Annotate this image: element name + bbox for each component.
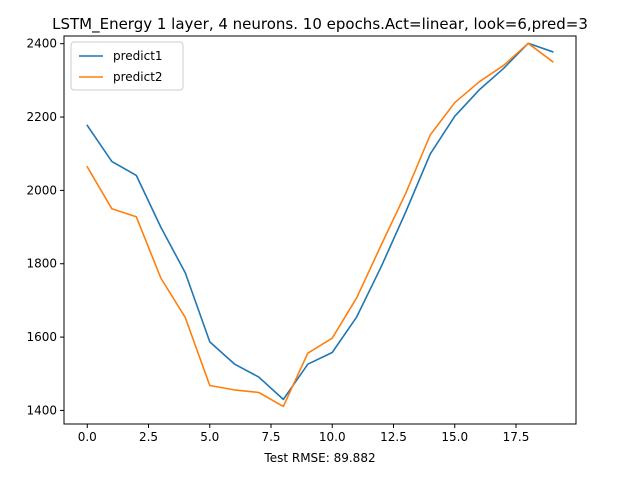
y-tick-label: 2400 — [26, 37, 57, 51]
y-tick-label: 1800 — [26, 257, 57, 271]
x-tick-label: 2.5 — [139, 430, 158, 444]
x-tick-label: 0.0 — [78, 430, 97, 444]
x-tick-label: 17.5 — [503, 430, 530, 444]
y-tick-label: 1400 — [26, 403, 57, 417]
series-line-predict1 — [86, 42, 554, 401]
series-lines — [86, 42, 554, 408]
legend-box — [70, 41, 184, 91]
x-tick-label: 10.0 — [319, 430, 346, 444]
plot-frame — [63, 35, 577, 425]
x-tick-label: 12.5 — [380, 430, 407, 444]
chart-title: LSTM_Energy 1 layer, 4 neurons. 10 epoch… — [52, 15, 588, 34]
x-axis-label: Test RMSE: 89.882 — [263, 451, 375, 465]
y-tick-label: 1600 — [26, 330, 57, 344]
x-tick-label: 15.0 — [441, 430, 468, 444]
legend: predict1 predict2 — [70, 41, 184, 91]
legend-label-predict1: predict1 — [113, 49, 163, 63]
series-line-predict2 — [86, 42, 554, 408]
x-tick-label: 7.5 — [261, 430, 280, 444]
legend-label-predict2: predict2 — [113, 70, 163, 84]
x-tick-label: 5.0 — [200, 430, 219, 444]
y-tick-label: 2200 — [26, 110, 57, 124]
axes: 0.0 2.5 5.0 7.5 10.0 12.5 15.0 17.5 1400 1600 1800… — [26, 35, 577, 444]
y-tick-label: 2000 — [26, 183, 57, 197]
